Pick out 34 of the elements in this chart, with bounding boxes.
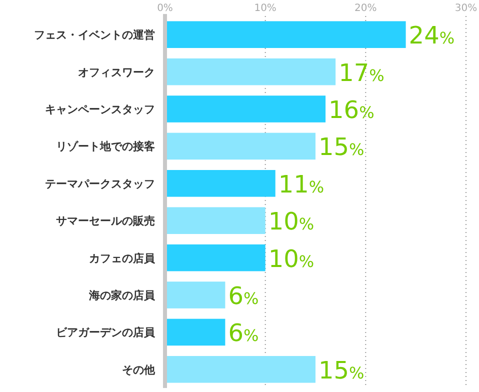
y-tick-label: ビアガーデンの店員 bbox=[56, 326, 156, 340]
data-label: 15% bbox=[318, 356, 364, 384]
y-tick-label: 海の家の店員 bbox=[88, 289, 156, 302]
y-tick-label: フェス・イベントの運営 bbox=[34, 28, 155, 42]
bar bbox=[165, 318, 226, 346]
y-tick-label: キャンペーンスタッフ bbox=[45, 103, 155, 116]
data-label: 17% bbox=[338, 58, 384, 87]
bar bbox=[165, 132, 316, 160]
bar bbox=[165, 170, 276, 197]
data-label: 6% bbox=[228, 319, 259, 348]
data-label: 10% bbox=[268, 244, 314, 273]
data-label: 16% bbox=[328, 96, 374, 124]
data-label: 11% bbox=[278, 170, 324, 198]
bar bbox=[165, 207, 266, 234]
x-tick-label: 30% bbox=[454, 3, 478, 14]
y-tick-label: リゾート地での接客 bbox=[56, 140, 155, 154]
bar bbox=[165, 244, 266, 272]
bar bbox=[165, 356, 316, 383]
bar bbox=[165, 282, 226, 308]
data-label: 15% bbox=[318, 133, 364, 162]
y-tick-label: カフェの店員 bbox=[89, 252, 156, 265]
bar bbox=[165, 21, 406, 48]
y-tick-label: テーマパークスタッフ bbox=[45, 177, 155, 190]
x-tick-label: 0% bbox=[157, 3, 173, 14]
data-label: 6% bbox=[228, 282, 259, 310]
y-tick-label: その他 bbox=[122, 363, 156, 376]
y-tick-label: サマーセールの販売 bbox=[56, 214, 155, 228]
bar bbox=[165, 58, 336, 86]
x-tick-label: 20% bbox=[354, 3, 377, 14]
y-tick-label: オフィスワーク bbox=[78, 66, 155, 79]
data-label: 24% bbox=[408, 22, 455, 50]
x-tick-label: 10% bbox=[254, 3, 276, 14]
bar bbox=[165, 96, 326, 122]
data-label: 10% bbox=[268, 208, 314, 236]
